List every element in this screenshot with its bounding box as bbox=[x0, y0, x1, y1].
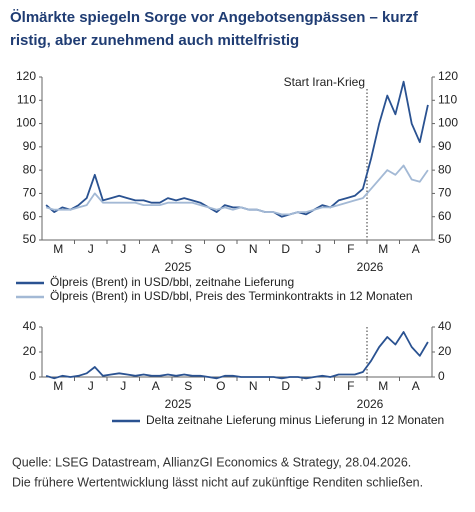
y2-tick-label: 120 bbox=[438, 69, 458, 83]
chart-title: ristig, aber zunehmend auch mittelfristi… bbox=[10, 32, 299, 49]
y-tick-label: 90 bbox=[23, 139, 37, 153]
y2-tick-label: 60 bbox=[438, 209, 452, 223]
data-line bbox=[45, 164, 429, 216]
x-group-label: 2026 bbox=[357, 260, 384, 274]
data-line bbox=[45, 331, 429, 380]
x-tick-label: M bbox=[53, 242, 63, 256]
y2-tick-label: 40 bbox=[438, 319, 452, 333]
y2-tick-label: 70 bbox=[438, 186, 452, 200]
y-tick-label: 110 bbox=[17, 92, 36, 106]
chart-title: Ölmärkte spiegeln Sorge vor Angebotsengp… bbox=[10, 9, 419, 26]
x-group-label: 2025 bbox=[165, 260, 192, 274]
y2-tick-label: 20 bbox=[438, 344, 452, 358]
y-tick-label: 80 bbox=[23, 162, 37, 176]
y2-tick-label: 0 bbox=[438, 369, 445, 383]
x-tick-label: J bbox=[120, 242, 126, 256]
y-tick-label: 100 bbox=[16, 116, 36, 130]
x-tick-label: J bbox=[120, 379, 126, 393]
x-tick-label: S bbox=[184, 242, 192, 256]
x-tick-label: A bbox=[412, 379, 420, 393]
data-line bbox=[45, 80, 429, 218]
y-tick-label: 50 bbox=[23, 232, 37, 246]
legend-label: Ölpreis (Brent) in USD/bbl, Preis des Te… bbox=[50, 289, 413, 303]
x-tick-label: J bbox=[315, 242, 321, 256]
x-tick-label: J bbox=[88, 242, 94, 256]
x-tick-label: A bbox=[152, 379, 160, 393]
x-tick-label: A bbox=[152, 242, 160, 256]
x-tick-label: M bbox=[378, 242, 388, 256]
y2-tick-label: 80 bbox=[438, 162, 452, 176]
y-tick-label: 0 bbox=[29, 369, 36, 383]
x-tick-label: M bbox=[53, 379, 63, 393]
disclaimer-note: Die frühere Wertentwicklung lässt nicht … bbox=[12, 475, 423, 489]
y2-tick-label: 110 bbox=[438, 92, 457, 106]
x-tick-label: J bbox=[88, 379, 94, 393]
x-tick-label: N bbox=[249, 242, 258, 256]
y-tick-label: 40 bbox=[23, 319, 37, 333]
y2-tick-label: 100 bbox=[438, 116, 458, 130]
x-tick-label: N bbox=[249, 379, 258, 393]
x-tick-label: A bbox=[412, 242, 420, 256]
x-group-label: 2025 bbox=[165, 397, 192, 411]
y-tick-label: 120 bbox=[16, 69, 36, 83]
x-tick-label: M bbox=[378, 379, 388, 393]
y-tick-label: 60 bbox=[23, 209, 37, 223]
x-tick-label: F bbox=[347, 379, 354, 393]
annotation: Start Iran-Krieg bbox=[284, 75, 365, 89]
x-tick-label: O bbox=[216, 242, 225, 256]
y2-tick-label: 90 bbox=[438, 139, 452, 153]
legend-label: Ölpreis (Brent) in USD/bbl, zeitnahe Lie… bbox=[50, 275, 294, 289]
y2-tick-label: 50 bbox=[438, 232, 452, 246]
x-tick-label: F bbox=[347, 242, 354, 256]
x-tick-label: D bbox=[281, 242, 290, 256]
source-note: Quelle: LSEG Datastream, AllianzGI Econo… bbox=[12, 455, 411, 469]
x-tick-label: S bbox=[184, 379, 192, 393]
legend-label: Delta zeitnahe Lieferung minus Lieferung… bbox=[146, 413, 444, 427]
x-tick-label: O bbox=[216, 379, 225, 393]
x-tick-label: D bbox=[281, 379, 290, 393]
x-tick-label: J bbox=[315, 379, 321, 393]
y-tick-label: 20 bbox=[23, 344, 37, 358]
x-group-label: 2026 bbox=[357, 397, 384, 411]
y-tick-label: 70 bbox=[23, 186, 37, 200]
